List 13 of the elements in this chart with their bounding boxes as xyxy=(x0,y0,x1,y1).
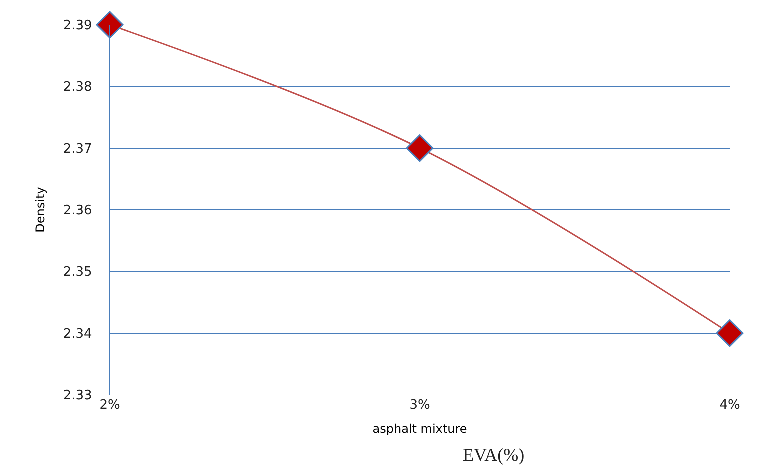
y-tick-label: 2.36 xyxy=(63,204,92,219)
y-tick-label: 2.34 xyxy=(63,326,92,342)
y-tick-label: 2.38 xyxy=(63,80,92,96)
y-tick-label: 2.35 xyxy=(63,265,92,280)
x-tick-label: 4% xyxy=(720,398,740,413)
y-tick-label: 2.37 xyxy=(63,142,92,157)
x-tick-label: 2% xyxy=(100,398,120,413)
x-tick-label: 3% xyxy=(410,398,430,413)
x-axis-title: asphalt mixture xyxy=(372,422,468,436)
y-tick-label: 2.39 xyxy=(63,18,92,34)
text: EVA(%) xyxy=(463,445,525,465)
y-axis-title: Density xyxy=(34,187,48,233)
y-tick-label: 2.33 xyxy=(63,388,92,404)
